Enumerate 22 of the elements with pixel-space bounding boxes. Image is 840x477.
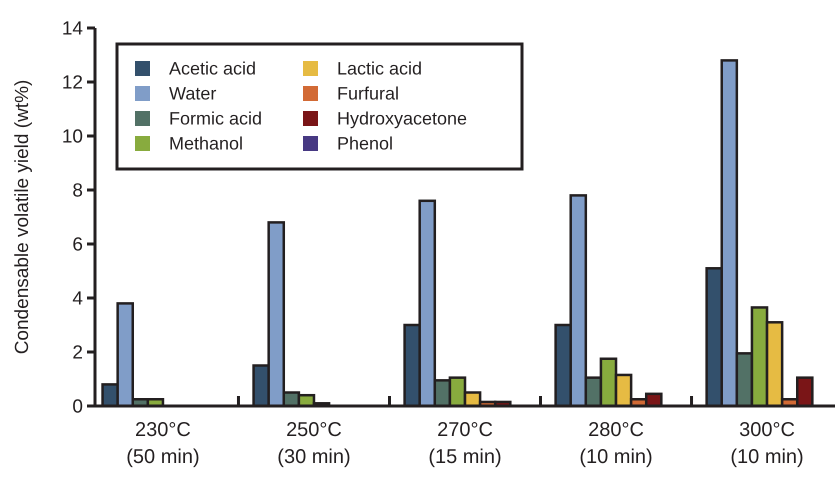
y-axis-title: Condensable volatile yield (wt%) [12, 80, 33, 354]
x-tick-label: 270°C (15 min) [428, 419, 502, 468]
legend-label: Formic acid [169, 108, 262, 128]
y-tick-label: 10 [62, 126, 83, 148]
legend-label: Hydroxyacetone [337, 108, 468, 128]
legend-label: Lactic acid [337, 58, 422, 78]
x-tick-label: 280°C (10 min) [579, 419, 653, 468]
y-tick-label: 14 [62, 18, 84, 40]
x-tick-label: 300°C (10 min) [730, 419, 804, 468]
y-tick-label: 12 [62, 72, 83, 94]
legend-label: Water [169, 83, 216, 104]
legend-label: Acetic acid [169, 58, 256, 78]
legend-label: Methanol [169, 133, 244, 154]
x-tick-label: 230°C (50 min) [126, 419, 200, 468]
legend-label: Phenol [337, 133, 394, 154]
y-tick-label: 4 [72, 288, 84, 310]
x-tick-label: 250°C (30 min) [277, 419, 351, 468]
y-tick-label: 2 [72, 342, 83, 364]
y-tick-label: 8 [72, 180, 83, 202]
y-tick-label: 0 [72, 396, 83, 418]
y-tick-label: 6 [72, 234, 83, 256]
legend-label: Furfural [337, 83, 400, 104]
